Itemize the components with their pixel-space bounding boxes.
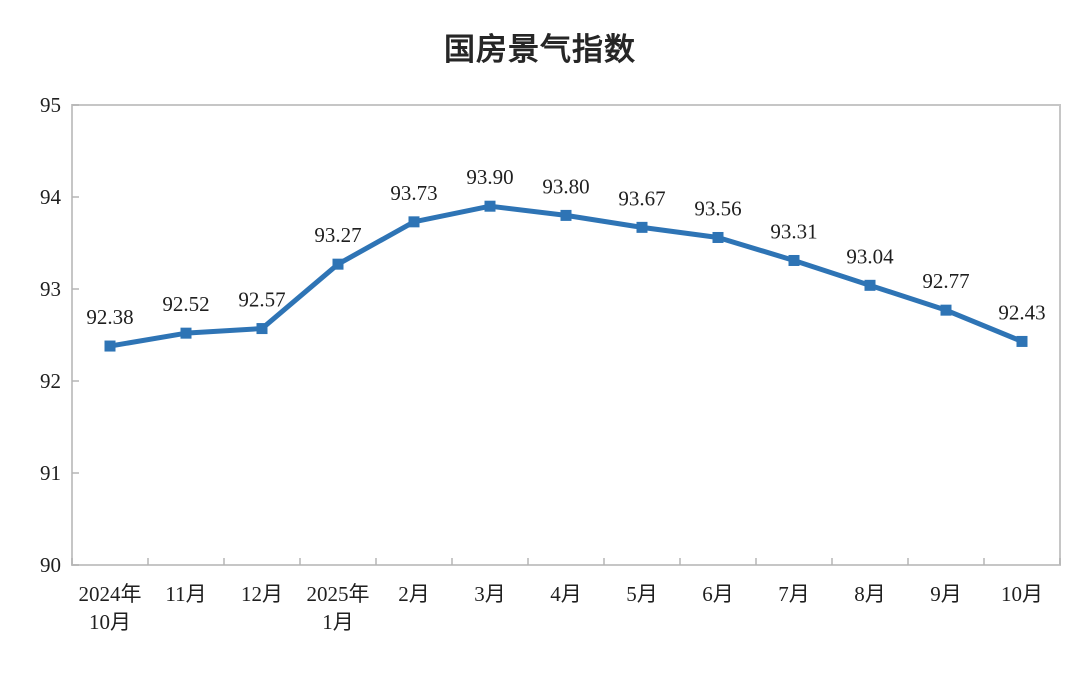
data-point-label: 92.77 <box>922 269 969 293</box>
x-axis-label: 7月 <box>778 582 810 606</box>
data-point-marker <box>560 209 572 221</box>
data-point-marker <box>940 304 952 316</box>
x-axis-label: 6月 <box>702 582 734 606</box>
y-axis-label: 95 <box>40 93 61 117</box>
data-point-marker <box>104 340 116 352</box>
data-point-marker <box>712 231 724 243</box>
plot-border <box>71 104 1061 566</box>
data-point-label: 93.80 <box>542 174 589 198</box>
data-point-label: 93.90 <box>466 165 513 189</box>
data-point-label: 92.38 <box>86 305 133 329</box>
x-axis-label: 4月 <box>550 582 582 606</box>
data-point-label: 93.27 <box>314 223 361 247</box>
y-axis-label: 90 <box>40 553 61 577</box>
data-point-marker <box>180 327 192 339</box>
data-point-marker <box>408 216 420 228</box>
data-point-label: 93.04 <box>846 244 894 268</box>
data-point-label: 92.52 <box>162 292 209 316</box>
data-point-marker <box>332 258 344 270</box>
x-axis-label: 10月 <box>89 610 131 634</box>
data-point-label: 93.56 <box>694 196 741 220</box>
data-point-label: 92.43 <box>998 300 1045 324</box>
x-axis-label: 5月 <box>626 582 658 606</box>
x-axis-label: 1月 <box>322 610 354 634</box>
x-axis-label: 3月 <box>474 582 506 606</box>
x-axis-label: 11月 <box>165 582 206 606</box>
x-axis-label: 12月 <box>241 582 283 606</box>
x-axis-label: 10月 <box>1001 582 1043 606</box>
y-axis-label: 91 <box>40 461 61 485</box>
x-axis-label: 2024年 <box>79 582 142 606</box>
chart-title: 国房景气指数 <box>444 32 636 67</box>
data-point-label: 93.31 <box>770 219 817 243</box>
data-point-marker <box>1016 335 1028 347</box>
y-axis-label: 92 <box>40 369 61 393</box>
y-axis-label: 93 <box>40 277 61 301</box>
data-point-marker <box>256 323 268 335</box>
series-line <box>107 203 1025 349</box>
x-axis-label: 2月 <box>398 582 430 606</box>
y-axis-label: 94 <box>40 185 62 209</box>
x-axis-label: 8月 <box>854 582 886 606</box>
data-point-marker <box>636 221 648 233</box>
data-point-label: 93.67 <box>618 186 665 210</box>
data-point-label: 92.57 <box>238 288 285 312</box>
data-point-label: 93.73 <box>390 181 437 205</box>
x-axis-label: 2025年 <box>307 582 370 606</box>
data-point-marker <box>788 254 800 266</box>
data-point-marker <box>484 200 496 212</box>
x-axis-label: 9月 <box>930 582 962 606</box>
data-point-marker <box>864 279 876 291</box>
